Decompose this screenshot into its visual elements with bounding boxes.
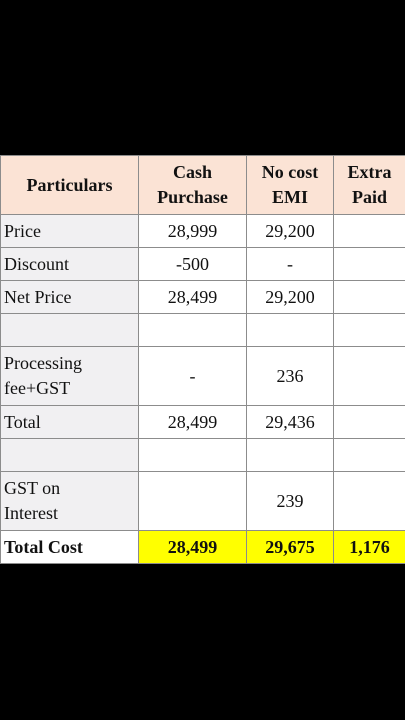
cash-purchase-cell: -500	[138, 247, 247, 281]
row-label	[0, 313, 139, 347]
total-cost-label: Total Cost	[0, 530, 139, 564]
table-row-blank	[0, 438, 405, 472]
no-cost-emi-cell: 29,436	[246, 405, 334, 439]
table-row-net-price: Net Price 28,499 29,200	[0, 280, 405, 314]
no-cost-emi-cell: 29,200	[246, 280, 334, 314]
table-row-gst-on-interest: GST on Interest 239	[0, 471, 405, 531]
header-extra-line1: Extra	[347, 162, 392, 182]
extra-paid-cell	[333, 280, 405, 314]
row-label: Processing fee+GST	[0, 346, 139, 406]
header-extra-line2: Paid	[351, 187, 387, 207]
no-cost-emi-cell: -	[246, 247, 334, 281]
header-particulars-label: Particulars	[26, 174, 113, 195]
cost-comparison-table: Particulars Cash Purchase No cost EMI Ex…	[0, 155, 405, 564]
table-row-total: Total 28,499 29,436	[0, 405, 405, 439]
no-cost-emi-cell: 236	[246, 346, 334, 406]
total-extra-paid-cell: 1,176	[333, 530, 405, 564]
header-particulars: Particulars	[0, 155, 139, 215]
row-label-line2: fee+GST	[4, 378, 71, 398]
table-body: Price 28,999 29,200 Discount -500 - Net …	[0, 214, 405, 564]
table-row-processing-fee: Processing fee+GST - 236	[0, 346, 405, 406]
cash-purchase-cell	[138, 313, 247, 347]
extra-paid-cell	[333, 247, 405, 281]
extra-paid-cell	[333, 313, 405, 347]
header-row: Particulars Cash Purchase No cost EMI Ex…	[0, 155, 405, 215]
row-label: Price	[0, 214, 139, 248]
no-cost-emi-cell	[246, 313, 334, 347]
no-cost-emi-cell: 29,200	[246, 214, 334, 248]
cost-comparison-frame: Particulars Cash Purchase No cost EMI Ex…	[0, 155, 405, 564]
total-cash-purchase-cell: 28,499	[138, 530, 247, 564]
extra-paid-cell	[333, 405, 405, 439]
header-cash-line2: Purchase	[157, 187, 228, 207]
table-header: Particulars Cash Purchase No cost EMI Ex…	[0, 155, 405, 215]
row-label-line2: Interest	[4, 503, 58, 523]
table-row-total-cost: Total Cost 28,499 29,675 1,176	[0, 530, 405, 564]
row-label-line1: Processing	[4, 353, 82, 373]
cash-purchase-cell	[138, 471, 247, 531]
row-label: Net Price	[0, 280, 139, 314]
cash-purchase-cell: 28,499	[138, 280, 247, 314]
extra-paid-cell	[333, 214, 405, 248]
table-row-blank	[0, 313, 405, 347]
cash-purchase-cell	[138, 438, 247, 472]
table-row-discount: Discount -500 -	[0, 247, 405, 281]
total-no-cost-emi-cell: 29,675	[246, 530, 334, 564]
header-emi-line2: EMI	[272, 187, 308, 207]
row-label: Total	[0, 405, 139, 439]
header-cash-line1: Cash	[172, 162, 212, 182]
no-cost-emi-cell: 239	[246, 471, 334, 531]
row-label: GST on Interest	[0, 471, 139, 531]
no-cost-emi-cell	[246, 438, 334, 472]
cash-purchase-cell: 28,499	[138, 405, 247, 439]
extra-paid-cell	[333, 346, 405, 406]
cash-purchase-cell: 28,999	[138, 214, 247, 248]
header-cash-purchase: Cash Purchase	[138, 155, 247, 215]
cash-purchase-cell: -	[138, 346, 247, 406]
table-row-price: Price 28,999 29,200	[0, 214, 405, 248]
row-label	[0, 438, 139, 472]
row-label: Discount	[0, 247, 139, 281]
row-label-line1: GST on	[4, 478, 61, 498]
header-extra-paid: Extra Paid	[333, 155, 405, 215]
extra-paid-cell	[333, 471, 405, 531]
header-no-cost-emi: No cost EMI	[246, 155, 334, 215]
extra-paid-cell	[333, 438, 405, 472]
header-emi-line1: No cost	[261, 162, 319, 182]
